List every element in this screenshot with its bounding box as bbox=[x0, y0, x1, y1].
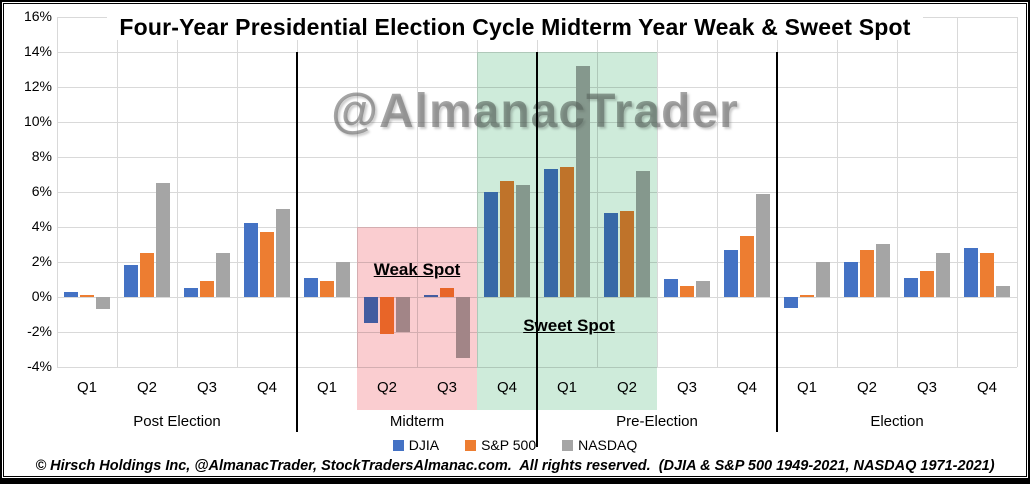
x-label-quarter: Q1 bbox=[76, 379, 97, 396]
x-label-quarter: Q4 bbox=[496, 379, 517, 396]
group-divider bbox=[776, 52, 778, 432]
group-divider bbox=[536, 52, 538, 447]
x-label-quarter: Q2 bbox=[616, 379, 637, 396]
v-gridline bbox=[897, 17, 898, 367]
bar-sp500 bbox=[740, 236, 754, 297]
x-label-quarter: Q3 bbox=[916, 379, 937, 396]
bar-sp500 bbox=[140, 253, 154, 297]
x-label-group: Post Election bbox=[133, 413, 221, 430]
x-label-quarter: Q3 bbox=[436, 379, 457, 396]
bar-nasdaq bbox=[276, 209, 290, 297]
bar-djia bbox=[664, 279, 678, 297]
copyright-footer: © Hirsch Holdings Inc, @AlmanacTrader, S… bbox=[35, 458, 995, 474]
bar-sp500 bbox=[200, 281, 214, 297]
x-label-group: Pre-Election bbox=[616, 413, 698, 430]
bar-djia bbox=[964, 248, 978, 297]
y-tick-label: 16% bbox=[23, 8, 52, 24]
v-gridline bbox=[717, 17, 718, 367]
v-gridline bbox=[417, 17, 418, 367]
v-gridline bbox=[357, 17, 358, 367]
y-tick-label: 12% bbox=[23, 78, 52, 94]
bar-djia bbox=[784, 297, 798, 308]
x-label-quarter: Q1 bbox=[556, 379, 577, 396]
v-gridline bbox=[1017, 17, 1018, 367]
legend: DJIA S&P 500 NASDAQ bbox=[2, 437, 1028, 453]
bar-sp500 bbox=[680, 286, 694, 297]
bar-nasdaq bbox=[876, 244, 890, 297]
y-tick-label: 10% bbox=[23, 113, 52, 129]
bar-nasdaq bbox=[96, 297, 110, 309]
bar-sp500 bbox=[260, 232, 274, 297]
v-gridline bbox=[237, 17, 238, 367]
v-gridline bbox=[657, 17, 658, 367]
legend-item-nasdaq: NASDAQ bbox=[562, 437, 637, 453]
bar-nasdaq bbox=[936, 253, 950, 297]
legend-swatch-djia bbox=[392, 439, 404, 451]
y-tick-label: -4% bbox=[27, 358, 52, 374]
highlight-zone-sweet-spot bbox=[477, 52, 657, 410]
v-gridline bbox=[957, 17, 958, 367]
y-tick-label: 6% bbox=[31, 183, 52, 199]
y-tick-label: 8% bbox=[31, 148, 52, 164]
bar-sp500 bbox=[80, 295, 94, 297]
bar-djia bbox=[184, 288, 198, 297]
weak-spot-label: Weak Spot bbox=[373, 260, 461, 279]
x-label-quarter: Q2 bbox=[136, 379, 157, 396]
x-label-quarter: Q3 bbox=[196, 379, 217, 396]
chart-title: Four-Year Presidential Election Cycle Mi… bbox=[2, 14, 1028, 41]
highlight-zone-weak-spot bbox=[357, 227, 477, 410]
bar-djia bbox=[904, 278, 918, 297]
bar-nasdaq bbox=[216, 253, 230, 297]
bar-sp500 bbox=[920, 271, 934, 297]
chart-title-text: Four-Year Presidential Election Cycle Mi… bbox=[107, 14, 923, 40]
x-label-quarter: Q2 bbox=[376, 379, 397, 396]
x-label-group: Midterm bbox=[389, 413, 445, 430]
y-tick-label: 2% bbox=[31, 253, 52, 269]
y-tick-label: 4% bbox=[31, 218, 52, 234]
plot-area: 16% 14% 12% 10% 8% 6% 4% 2% 0% -2% -4% Q1 Q2 Q3 Q4 Q1 Q2… bbox=[2, 2, 1028, 478]
v-gridline bbox=[117, 17, 118, 367]
x-label-group: Election bbox=[870, 413, 924, 430]
sweet-spot-label: Sweet Spot bbox=[523, 316, 615, 335]
bar-djia bbox=[64, 292, 78, 297]
legend-label-sp500: S&P 500 bbox=[481, 437, 537, 453]
bar-djia bbox=[724, 250, 738, 297]
x-label-quarter: Q4 bbox=[976, 379, 997, 396]
bar-sp500 bbox=[320, 281, 334, 297]
x-label-quarter: Q2 bbox=[856, 379, 877, 396]
y-tick-label: 0% bbox=[31, 288, 52, 304]
v-gridline bbox=[177, 17, 178, 367]
y-tick-label: 14% bbox=[23, 43, 52, 59]
bar-sp500 bbox=[800, 295, 814, 297]
bar-djia bbox=[844, 262, 858, 297]
legend-swatch-nasdaq bbox=[562, 439, 574, 451]
x-label-quarter: Q1 bbox=[316, 379, 337, 396]
x-label-quarter: Q1 bbox=[796, 379, 817, 396]
legend-item-sp500: S&P 500 bbox=[465, 437, 536, 453]
v-gridline bbox=[837, 17, 838, 367]
bar-sp500 bbox=[860, 250, 874, 297]
bar-nasdaq bbox=[156, 183, 170, 297]
legend-item-djia: DJIA bbox=[392, 437, 440, 453]
legend-swatch-sp500 bbox=[465, 439, 477, 451]
x-label-quarter: Q4 bbox=[256, 379, 277, 396]
bar-nasdaq bbox=[996, 286, 1010, 297]
bar-djia bbox=[124, 265, 138, 297]
bar-nasdaq bbox=[696, 281, 710, 297]
bar-sp500 bbox=[980, 253, 994, 297]
y-tick-label: -2% bbox=[27, 323, 52, 339]
bar-djia bbox=[304, 278, 318, 297]
group-divider bbox=[296, 52, 298, 432]
legend-label-nasdaq: NASDAQ bbox=[578, 437, 638, 453]
x-label-quarter: Q4 bbox=[736, 379, 757, 396]
bar-nasdaq bbox=[756, 194, 770, 297]
legend-label-djia: DJIA bbox=[408, 437, 440, 453]
bar-nasdaq bbox=[816, 262, 830, 297]
bar-nasdaq bbox=[336, 262, 350, 297]
bar-djia bbox=[244, 223, 258, 297]
x-label-quarter: Q3 bbox=[676, 379, 697, 396]
v-gridline bbox=[57, 17, 58, 367]
